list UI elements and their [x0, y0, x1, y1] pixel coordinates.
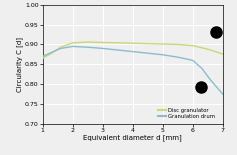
- X-axis label: Equivalent diameter d [mm]: Equivalent diameter d [mm]: [83, 135, 182, 141]
- Y-axis label: Circularity C [d]: Circularity C [d]: [17, 37, 23, 92]
- Legend: Disc granulator, Granulation drum: Disc granulator, Granulation drum: [157, 107, 217, 120]
